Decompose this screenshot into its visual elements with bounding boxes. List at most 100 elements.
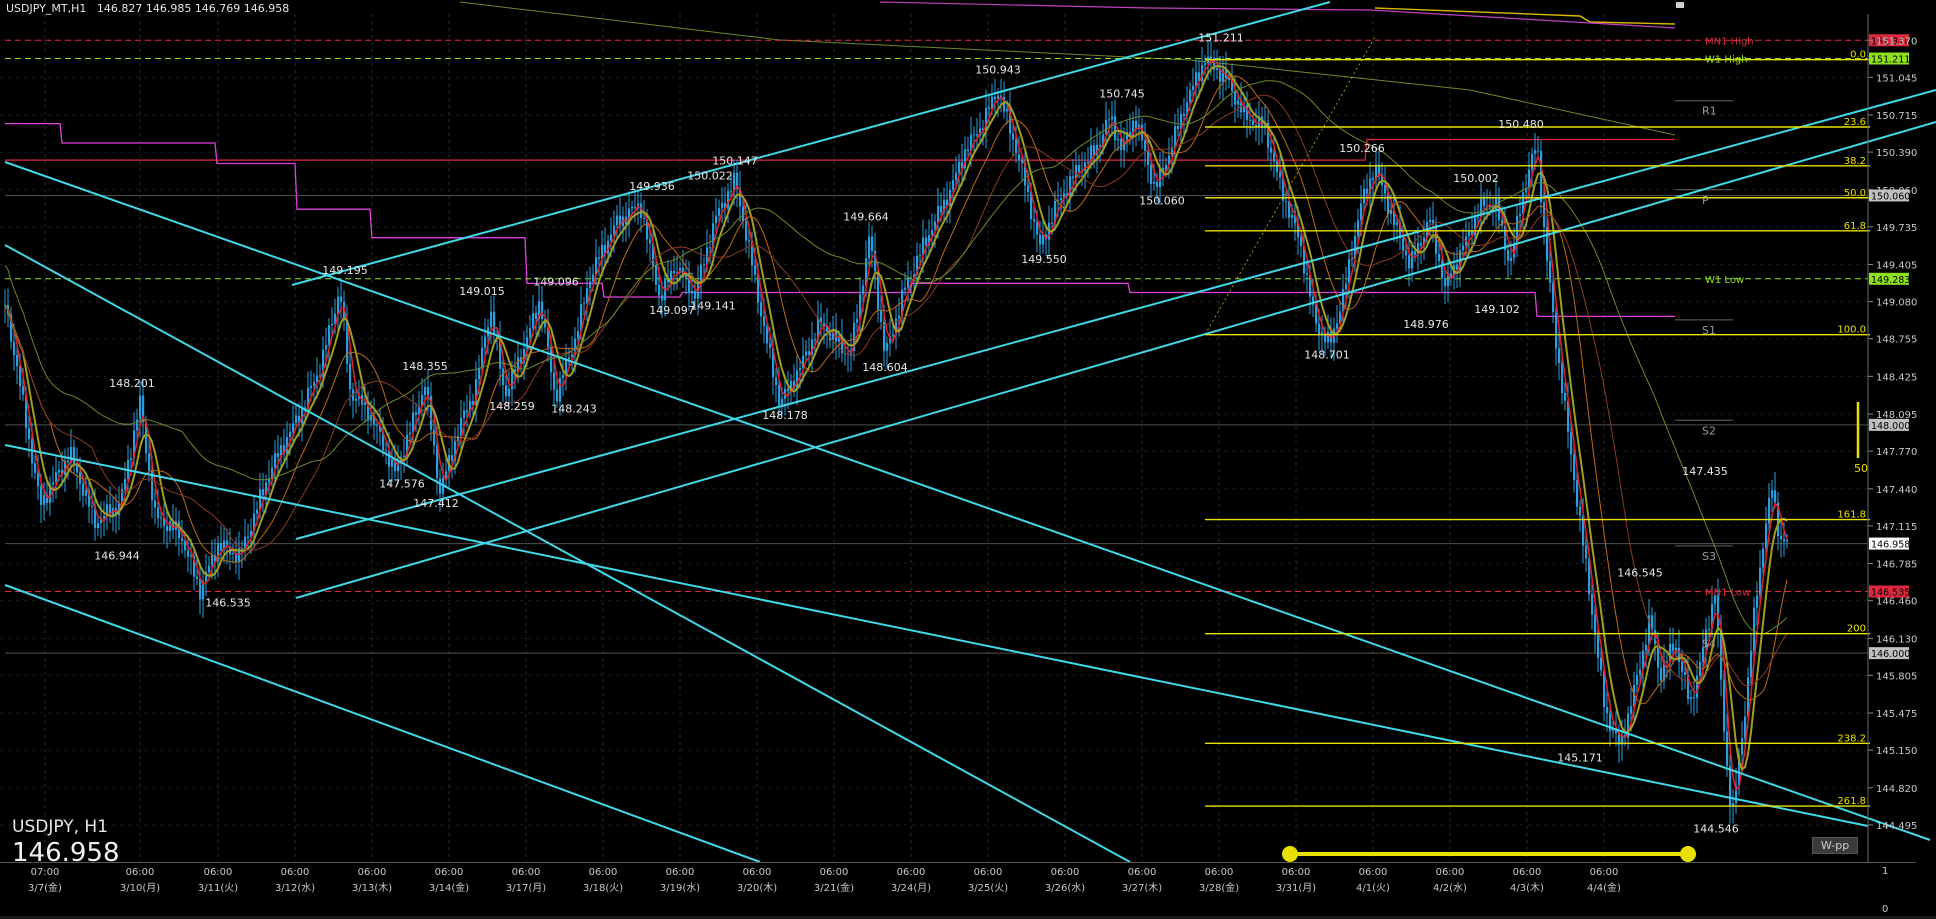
- candle-body: [523, 349, 526, 364]
- candle-body: [577, 331, 580, 339]
- candle-body: [406, 434, 409, 457]
- candle-body: [433, 429, 436, 446]
- candle-body: [301, 407, 304, 424]
- candle-body: [1021, 160, 1024, 164]
- candle-body: [1639, 669, 1642, 675]
- candle-body: [1318, 323, 1321, 335]
- candle-body: [316, 375, 319, 383]
- candle-body: [1018, 154, 1021, 161]
- candle-body: [61, 469, 64, 475]
- candle-body: [247, 536, 250, 538]
- candle-body: [103, 515, 106, 519]
- candle-body: [1162, 167, 1165, 172]
- candle-body: [1600, 657, 1603, 671]
- candle-body: [1711, 603, 1714, 629]
- candle-body: [187, 550, 190, 557]
- candle-body: [1120, 139, 1123, 151]
- candle-body: [1417, 243, 1420, 255]
- candle-body: [199, 578, 202, 600]
- candle-body: [223, 540, 226, 551]
- candle-body: [958, 161, 961, 173]
- candle-body: [466, 410, 469, 413]
- candle-body: [781, 398, 784, 406]
- swing-price-label: 148.604: [862, 361, 908, 374]
- sub-axis-label: 0: [1882, 904, 1888, 915]
- candle-body: [1312, 296, 1315, 305]
- price-box: [1869, 647, 1909, 660]
- candle-body: [1024, 163, 1027, 186]
- candle-body: [871, 236, 874, 252]
- subwindow-border: [0, 862, 1916, 863]
- candle-body: [424, 387, 427, 395]
- candle-body: [376, 424, 379, 426]
- candle-body: [1390, 209, 1393, 215]
- candle-body: [1063, 193, 1066, 198]
- candle-body: [934, 221, 937, 230]
- candle-body: [217, 542, 220, 562]
- candle-body: [1114, 116, 1117, 141]
- candle-body: [1558, 348, 1561, 363]
- candle-body: [145, 422, 148, 454]
- candle-body: [937, 205, 940, 222]
- candle-body: [475, 379, 478, 405]
- x-tick-time: 06:00: [126, 867, 155, 878]
- candle-body: [421, 394, 424, 406]
- candle-body: [628, 208, 631, 225]
- candle-body: [592, 274, 595, 282]
- candle-body: [100, 518, 103, 524]
- candle-body: [310, 385, 313, 388]
- candle-body: [1462, 245, 1465, 251]
- candle-body: [976, 134, 979, 136]
- fib-level-label: 261.8: [1837, 796, 1866, 807]
- candle-body: [196, 576, 199, 579]
- candle-body: [772, 347, 775, 378]
- candle-body: [955, 172, 958, 181]
- candle-body: [796, 370, 799, 389]
- y-tick-label: 144.820: [1876, 784, 1917, 795]
- candle-body: [1264, 122, 1267, 128]
- candle-body: [940, 205, 943, 213]
- candle-body: [181, 538, 184, 542]
- candle-body: [1096, 144, 1099, 156]
- candle-body: [73, 447, 76, 465]
- x-tick-date: 3/11(火): [198, 882, 238, 894]
- candle-body: [439, 478, 442, 494]
- candle-body: [1012, 133, 1015, 140]
- candle-body: [280, 445, 283, 458]
- candle-body: [1252, 120, 1255, 125]
- fib-level-label: 38.2: [1844, 156, 1866, 167]
- candle-body: [253, 513, 256, 531]
- price-box-value: 146.958: [1871, 540, 1910, 551]
- candle-body: [55, 472, 58, 483]
- candle-body: [775, 377, 778, 386]
- candle-body: [1348, 259, 1351, 284]
- candle-body: [1672, 643, 1675, 652]
- candle-body: [1279, 172, 1282, 178]
- price-box-value: 148.000: [1871, 421, 1910, 432]
- candle-body: [403, 456, 406, 458]
- candle-body: [283, 445, 286, 454]
- candle-body: [868, 236, 871, 259]
- x-tick-date: 3/27(木): [1122, 882, 1162, 894]
- candles: [4, 40, 1789, 824]
- candle-body: [205, 572, 208, 582]
- candle-body: [727, 191, 730, 209]
- w-pp-button[interactable]: W-pp: [1812, 837, 1858, 854]
- candle-body: [1036, 221, 1039, 235]
- candle-body: [1537, 150, 1540, 152]
- candle-body: [1384, 185, 1387, 194]
- x-tick-time: 06:00: [897, 867, 926, 878]
- y-tick-label: 151.370: [1876, 36, 1917, 47]
- candle-body: [1585, 545, 1588, 559]
- candle-body: [142, 395, 145, 423]
- candle-body: [1687, 674, 1690, 700]
- candle-body: [289, 431, 292, 438]
- candle-body: [526, 337, 529, 350]
- candle-body: [1615, 729, 1618, 734]
- y-tick-label: 148.425: [1876, 372, 1917, 383]
- candle-body: [883, 321, 886, 351]
- x-tick-time: 06:00: [204, 867, 233, 878]
- candle-body: [1213, 58, 1216, 70]
- y-tick-label: 151.045: [1876, 73, 1917, 84]
